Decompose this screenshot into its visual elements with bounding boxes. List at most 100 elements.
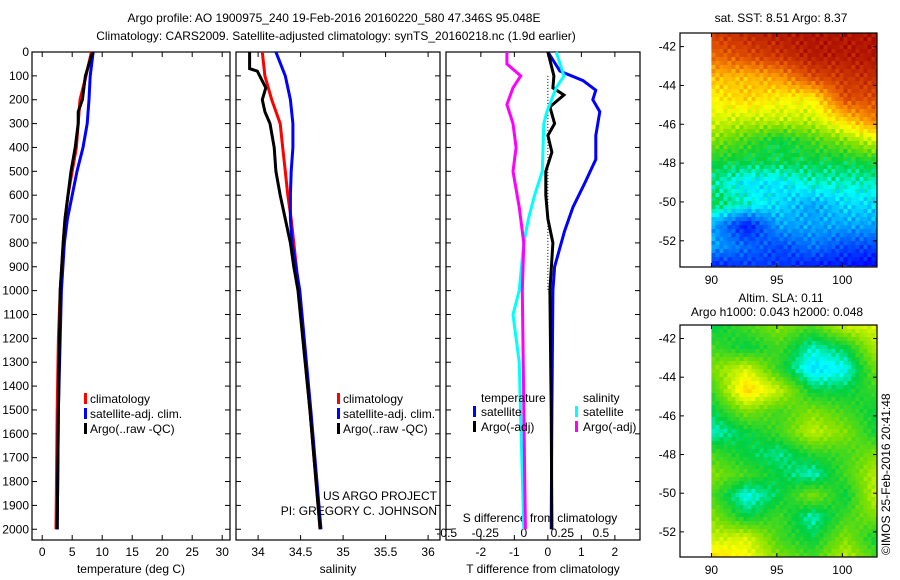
heatmap-cell [875,385,877,390]
heatmap-cell [867,489,872,494]
heatmap-cell [747,197,752,202]
heatmap-cell [859,397,864,402]
heatmap-cell [751,201,756,206]
heatmap-cell [731,501,736,506]
heatmap-cell [831,473,836,478]
heatmap-cell [803,93,808,98]
heatmap-cell [847,53,852,58]
heatmap-cell [859,345,864,350]
heatmap-cell [863,121,868,126]
heatmap-cell [851,441,856,446]
heatmap-cell [715,221,720,226]
heatmap-cell [711,45,716,50]
heatmap-cell [819,441,824,446]
heatmap-cell [827,333,832,338]
heatmap-cell [859,381,864,386]
heatmap-cell [815,421,820,426]
heatmap-cell [871,369,876,374]
heatmap-cell [835,345,840,350]
heatmap-cell [779,377,784,382]
heatmap-cell [851,465,856,470]
heatmap-cell [723,525,728,530]
heatmap-cell [791,97,796,102]
heatmap-cell [715,501,720,506]
heatmap-cell [795,69,800,74]
heatmap-cell [759,349,764,354]
heatmap-cell [719,257,724,262]
heatmap-cell [835,89,840,94]
heatmap-cell [815,413,820,418]
plots: 0100200300400500600700800900100011001200… [2,11,878,577]
heatmap-cell [831,217,836,222]
heatmap-cell [795,229,800,234]
heatmap-cell [743,169,748,174]
heatmap-cell [755,365,760,370]
heatmap-cell [727,433,732,438]
heatmap-cell [827,97,832,102]
heatmap-cell [763,505,768,510]
heatmap-cell [811,241,816,246]
heatmap-cell [859,353,864,358]
heatmap-cell [767,121,772,126]
heatmap-cell [739,249,744,254]
heatmap-cell [863,153,868,158]
heatmap-cell [831,449,836,454]
heatmap-cell [771,421,776,426]
heatmap-cell [747,137,752,142]
heatmap-cell [799,165,804,170]
heatmap-cell [771,169,776,174]
heatmap-cell [867,41,872,46]
heatmap-cell [811,469,816,474]
heatmap-cell [819,145,824,150]
heatmap-cell [771,513,776,518]
heatmap-cell [871,485,876,490]
heatmap-cell [831,381,836,386]
heatmap-cell [767,89,772,94]
heatmap-cell [863,89,868,94]
heatmap-cell [743,417,748,422]
heatmap-cell [719,97,724,102]
heatmap-cell [783,373,788,378]
heatmap-cell [811,529,816,534]
heatmap-cell [739,45,744,50]
heatmap-cell [871,441,876,446]
heatmap-cell [727,377,732,382]
heatmap-cell [811,53,816,58]
heatmap-cell [715,69,720,74]
heatmap-cell [783,257,788,262]
heatmap-cell [827,249,832,254]
heatmap-cell [791,249,796,254]
heatmap-cell [719,173,724,178]
heatmap-cell [831,429,836,434]
heatmap-cell [871,401,876,406]
heatmap-cell [731,461,736,466]
heatmap-cell [791,245,796,250]
heatmap-cell [743,109,748,114]
heatmap-cell [867,85,872,90]
heatmap-cell [759,377,764,382]
heatmap-cell [815,213,820,218]
heatmap-cell [859,89,864,94]
heatmap-cell [839,517,844,522]
heatmap-cell [783,381,788,386]
heatmap-cell [767,525,772,530]
heatmap-cell [831,533,836,538]
heatmap-cell [823,349,828,354]
heatmap-cell [735,461,740,466]
heatmap-cell [763,205,768,210]
y-tick-label: 700 [9,212,29,226]
heatmap-cell [811,449,816,454]
heatmap-cell [767,477,772,482]
heatmap-cell [751,249,756,254]
heatmap-cell [871,121,876,126]
heatmap-cell [875,501,877,506]
heatmap-cell [747,49,752,54]
heatmap-cell [771,345,776,350]
heatmap-cell [751,149,756,154]
heatmap-cell [723,245,728,250]
heatmap-cell [771,489,776,494]
heatmap-cell [755,353,760,358]
heatmap-cell [731,537,736,542]
heatmap-cell [799,445,804,450]
heatmap-cell [819,469,824,474]
